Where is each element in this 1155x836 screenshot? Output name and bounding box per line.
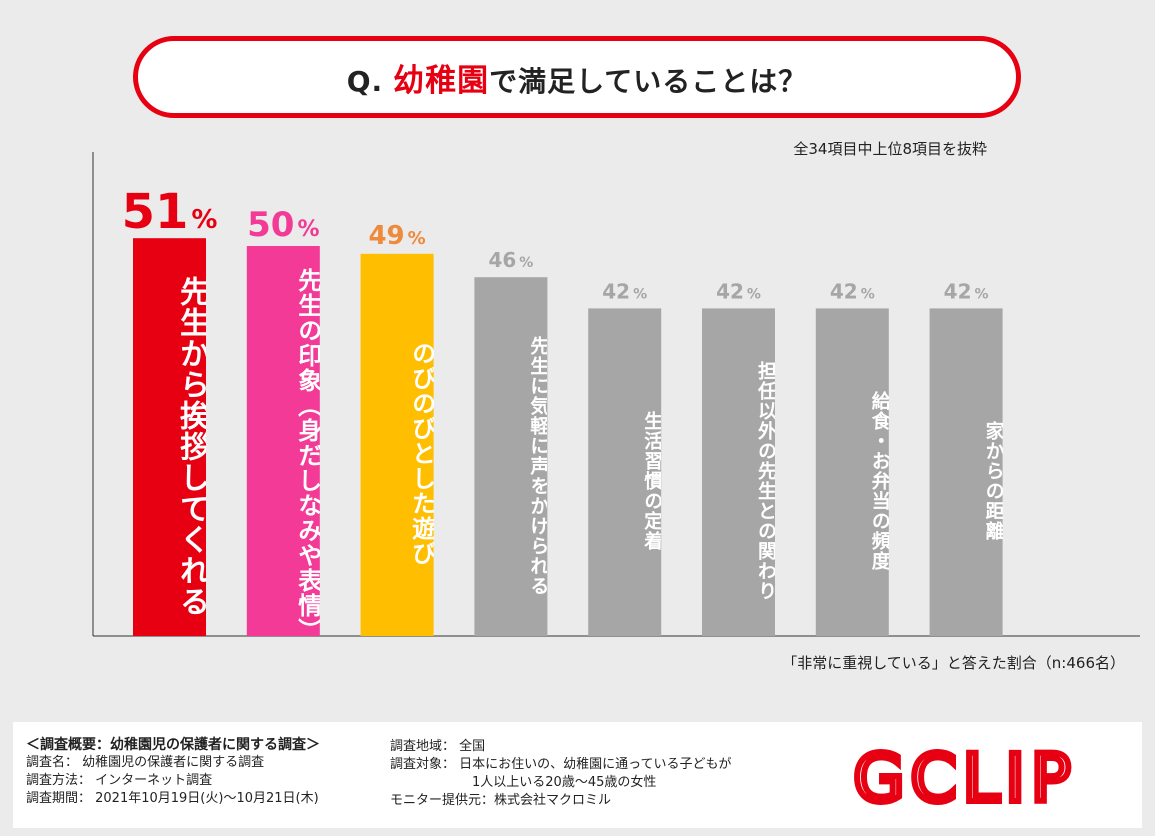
category-text-5: 生活習慣の定着 [641, 411, 662, 552]
value-label-8: 42% [944, 279, 989, 303]
category-label-4: 先生に気軽に声をかけられる [527, 335, 548, 596]
bar-4 [474, 277, 548, 636]
category-text-3: のびのびとした遊び [407, 341, 434, 567]
value-label-7: 42% [830, 279, 875, 303]
bar-2 [246, 246, 320, 636]
survey-target-continued: 1人以上いる20歳〜45歳の女性 [472, 775, 657, 790]
survey-provider: モニター提供元：株式会社マクロミル [390, 793, 612, 808]
category-label-5: 生活習慣の定着 [641, 411, 662, 552]
gclip-logo-text: GCLIP [853, 740, 1076, 815]
category-text-8: 家からの距離 [982, 421, 1003, 542]
category-label-8: 家からの距離 [982, 421, 1003, 542]
value-label-4: 46% [488, 248, 533, 272]
question-rest: で満足していることは？ [489, 64, 808, 98]
bar-7 [815, 308, 889, 636]
survey-period: 調査期間： 2021年10月19日(火)〜10月21日(木) [26, 791, 319, 806]
category-label-7: 給食・お弁当の頻度 [868, 391, 889, 572]
bar-3 [360, 253, 434, 637]
value-label-2: 50% [247, 205, 319, 245]
category-label-1: 先生から挨拶してくれる [174, 275, 206, 617]
value-label-3: 49% [368, 221, 425, 251]
question-keyword: 幼稚園 [393, 62, 490, 99]
category-text-1: 先生から挨拶してくれる [174, 275, 206, 617]
category-text-4: 先生に気軽に声をかけられる [527, 335, 548, 596]
survey-column-left: ＜調査概要：幼稚園児の保護者に関する調査＞ 調査名： 幼稚園児の保護者に関する調… [26, 736, 320, 808]
category-label-3: のびのびとした遊び [407, 341, 434, 567]
bar-1 [133, 238, 206, 636]
bar-6 [702, 308, 775, 636]
category-text-2: 先生の印象（身だしなみや表情） [293, 268, 320, 632]
question-title: Q. 幼稚園で満足していることは？ [347, 55, 808, 100]
bars-group: 51 % 先生から挨拶してくれる 50 % 先生の印象（身だしなみや表情） 49 % のびのびと… [122, 184, 1003, 637]
value-label-5: 42% [602, 279, 647, 303]
bar-chart: 51 % 先生から挨拶してくれる 50 % 先生の印象（身だしなみや表情） 49 % のびのびと… [92, 152, 1140, 637]
value-label-6: 42% [716, 279, 761, 303]
selection-note: 全34項目中上位8項目を抜粋 [793, 140, 987, 158]
bar-5 [588, 308, 662, 636]
category-text-7: 給食・お弁当の頻度 [868, 391, 889, 572]
value-label-1: 51% [122, 184, 218, 240]
survey-heading: ＜調査概要：幼稚園児の保護者に関する調査＞ [26, 737, 320, 753]
category-label-6: 担任以外の先生との関わり [755, 361, 775, 602]
question-prefix: Q. [346, 64, 384, 98]
survey-summary-panel: ＜調査概要：幼稚園児の保護者に関する調査＞ 調査名： 幼稚園児の保護者に関する調… [13, 722, 1142, 828]
bar-8 [929, 308, 1003, 636]
chart-footnote: 「非常に重視している」と答えた割合（n:466名） [782, 654, 1125, 672]
survey-column-right: 調査地域： 全国 調査対象： 日本にお住いの、幼稚園に通っている子どもが 1人以… [390, 738, 731, 810]
survey-method: 調査方法： インターネット調査 [26, 773, 213, 788]
question-title-box: Q. 幼稚園で満足していることは？ [133, 36, 1021, 118]
survey-target: 調査対象： 日本にお住いの、幼稚園に通っている子どもが [390, 757, 732, 772]
category-text-6: 担任以外の先生との関わり [755, 361, 775, 602]
gclip-logo: GCLIP [850, 737, 1076, 815]
survey-name: 調査名： 幼稚園児の保護者に関する調査 [26, 755, 265, 770]
category-label-2: 先生の印象（身だしなみや表情） [293, 268, 320, 632]
survey-region: 調査地域： 全国 [390, 739, 486, 754]
